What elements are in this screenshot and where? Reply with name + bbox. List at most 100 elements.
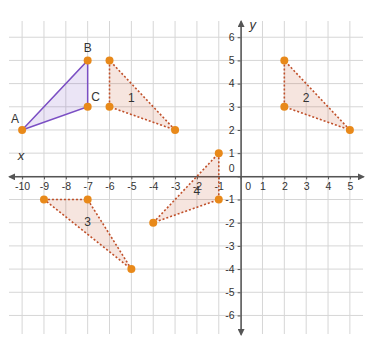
vertex-label: C — [91, 90, 100, 104]
vertex — [171, 126, 179, 134]
tick: 2 — [282, 176, 288, 191]
tick: -1 — [225, 193, 240, 205]
tick: -5 — [225, 286, 240, 298]
tick-label: -3 — [171, 180, 180, 192]
grid-line — [9, 245, 363, 246]
vertex — [106, 103, 114, 111]
tick: 5 — [347, 176, 353, 191]
tick: -3 — [225, 240, 240, 252]
tick-label: -6 — [225, 309, 234, 321]
grid-line — [9, 292, 363, 293]
tick-label: -8 — [62, 180, 71, 192]
grid-line — [9, 129, 363, 130]
vertex — [84, 56, 92, 64]
tick-mark — [238, 315, 241, 316]
tick-label: -9 — [40, 180, 49, 192]
tick-mark — [238, 107, 241, 108]
tick: -10 — [15, 176, 30, 191]
tick: -3 — [171, 176, 180, 191]
tick: 0 — [229, 162, 241, 177]
tick: -4 — [149, 176, 158, 191]
tick-mark — [238, 246, 241, 247]
tick-label: 6 — [229, 31, 235, 43]
tick-label: 4 — [326, 180, 332, 192]
tick: 0 — [241, 176, 251, 191]
grid-line — [9, 60, 363, 61]
shape-label: 4 — [194, 184, 201, 198]
tick-label: -7 — [83, 180, 92, 192]
y-axis: -6-5-4-3-2-10123456 — [225, 22, 241, 335]
tick: -8 — [62, 176, 71, 191]
axis-title: y — [248, 17, 257, 32]
vertex — [280, 103, 288, 111]
shapes — [18, 56, 354, 273]
grid-line — [9, 83, 363, 84]
tick-label: -3 — [225, 240, 234, 252]
tick-mark — [238, 269, 241, 270]
vertex — [280, 56, 288, 64]
tick: -4 — [225, 263, 240, 275]
triangle — [22, 60, 88, 130]
tick-mark — [238, 130, 241, 131]
tick-label: -4 — [149, 180, 158, 192]
tick-mark — [238, 176, 241, 177]
tick-label: 3 — [229, 101, 235, 113]
tick-label: 5 — [347, 180, 353, 192]
grid-line — [9, 315, 363, 316]
shape-label: 3 — [84, 215, 91, 229]
shape-label: 2 — [303, 91, 310, 105]
vertex — [346, 126, 354, 134]
grid-line — [9, 176, 363, 177]
tick-mark — [238, 84, 241, 85]
tick: -6 — [105, 176, 114, 191]
tick: 3 — [229, 101, 241, 113]
shape-labels: A B C 1 2 3 4 — [11, 41, 310, 229]
vertex — [40, 196, 48, 204]
tick-label: 1 — [260, 180, 266, 192]
vertex — [127, 265, 135, 273]
tick: -6 — [225, 309, 240, 321]
axis-title: x — [17, 148, 25, 163]
grid — [9, 21, 363, 334]
triangle — [153, 153, 219, 223]
tick: 4 — [326, 176, 332, 191]
vertex — [215, 196, 223, 204]
tick-label: 0 — [245, 180, 251, 192]
tick-label: -5 — [127, 180, 136, 192]
tick-label: -5 — [225, 286, 234, 298]
tick-label: 2 — [229, 124, 235, 136]
tick-label: 0 — [229, 162, 235, 174]
axis-line — [10, 176, 364, 178]
tick-label: -4 — [225, 263, 234, 275]
tick: 5 — [229, 54, 241, 66]
tick: 1 — [260, 176, 266, 191]
coordinate-plane: -10-9-8-7-6-5-4-3-2-1012345-6-5-4-3-2-10… — [0, 0, 370, 350]
tick: 3 — [304, 176, 310, 191]
vertex-label: B — [84, 41, 92, 55]
axis-line — [240, 22, 242, 335]
grid-line — [9, 37, 363, 38]
tick-label: 4 — [229, 77, 235, 89]
vertex — [84, 196, 92, 204]
tick-mark — [238, 200, 241, 201]
grid-line — [9, 269, 363, 270]
tick-mark — [238, 223, 241, 224]
tick: 6 — [229, 31, 241, 43]
vertex-label: A — [11, 112, 19, 126]
tick: -2 — [225, 217, 240, 229]
vertex — [18, 126, 26, 134]
grid-line — [9, 222, 363, 223]
triangle — [284, 60, 350, 130]
tick-mark — [238, 37, 241, 38]
tick-label: 2 — [282, 180, 288, 192]
tick: 2 — [229, 124, 241, 136]
vertex — [106, 56, 114, 64]
tick-label: -1 — [225, 193, 234, 205]
tick: -7 — [83, 176, 92, 191]
tick: -9 — [40, 176, 49, 191]
vertex — [149, 219, 157, 227]
tick-label: -6 — [105, 180, 114, 192]
tick-label: -2 — [225, 217, 234, 229]
tick-label: -10 — [15, 180, 30, 192]
grid-line — [9, 153, 363, 154]
